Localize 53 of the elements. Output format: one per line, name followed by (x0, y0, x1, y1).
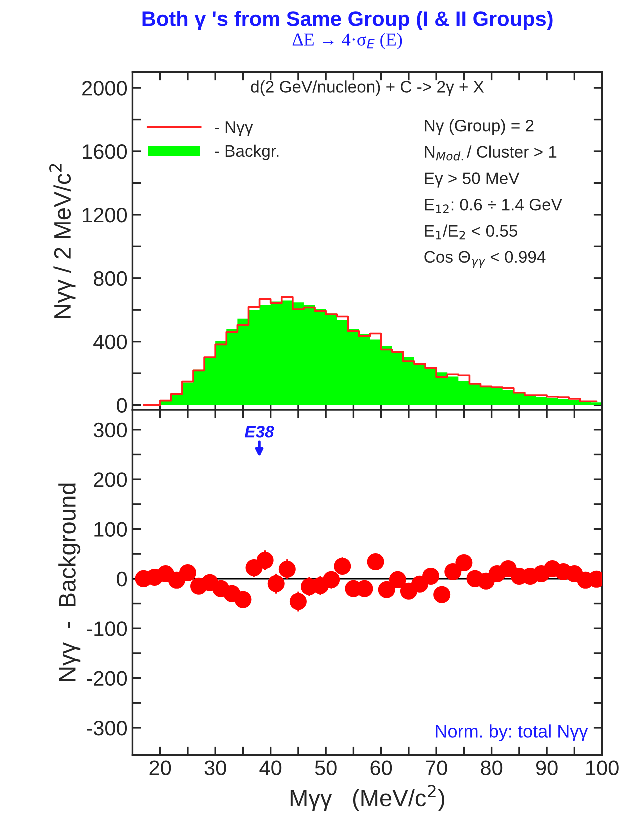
y-tick-label: -100 (87, 622, 128, 636)
x-axis-title: Mγγ (MeV/c$^{2}$) (290, 785, 445, 812)
y-tick-label: 400 (94, 334, 128, 350)
annotation: E$_{1}$/E$_{2}$ < 0.55 (425, 224, 518, 240)
point (290, 593, 307, 610)
annotation: Nγ (Group) = 2 (425, 120, 534, 136)
y-tick-label: 0 (117, 572, 128, 587)
point (389, 571, 406, 588)
annotation: E38 (244, 426, 274, 438)
y-tick-label: 300 (94, 422, 128, 438)
annotation: Eγ > 50 MeV (425, 172, 520, 188)
x-tick-label: 100 (586, 760, 619, 776)
point (268, 575, 285, 592)
annotation: E$_{12}$: 0.6 ÷ 1.4 GeV (425, 198, 562, 214)
point (334, 558, 352, 576)
point (378, 581, 396, 598)
y-tick-label: 200 (94, 472, 128, 488)
annotation: d(2 GeV/nucleon) + C -> 2γ + X (251, 80, 484, 96)
x-tick-label: 90 (536, 760, 558, 776)
point (323, 571, 340, 588)
point (434, 586, 451, 604)
point (234, 591, 252, 608)
annotation: Norm. by: total Nγγ (436, 724, 588, 742)
point (444, 563, 462, 580)
y-tick-label: 2000 (82, 81, 128, 96)
x-tick-label: 30 (204, 760, 226, 776)
legend-label: - Backgr. (215, 144, 279, 160)
y-tick-label: 1200 (83, 208, 128, 223)
chart-title: Both γ 's from Same Group (I & II Groups) (142, 11, 553, 30)
x-tick-label: 50 (315, 760, 337, 776)
chart-subtitle: ΔE → 4·σ$_{E}$ (E) (292, 33, 402, 50)
x-tick-label: 20 (150, 760, 172, 776)
y-tick-label: 800 (94, 271, 128, 286)
x-tick-label: 60 (370, 760, 392, 776)
y-tick-label: -300 (87, 720, 128, 736)
x-tick-label: 40 (260, 760, 282, 776)
point (278, 560, 296, 578)
x-tick-label: 80 (481, 760, 503, 776)
y-tick-label: 1600 (83, 144, 128, 160)
point (456, 554, 473, 572)
x-tick-label: 70 (426, 760, 448, 776)
annotation: N$_{Mod.}$/ Cluster > 1 (425, 146, 557, 161)
point (367, 554, 384, 571)
y-tick-label: 100 (94, 522, 128, 538)
legend-label: - Nγγ (215, 122, 254, 137)
point (422, 568, 440, 585)
annotation: Cos Θ$_{γγ}$ < 0.994 (424, 251, 546, 268)
y-axis-title: Nγγ - Background (58, 484, 81, 682)
y-tick-label: 0 (117, 398, 128, 414)
y-axis-title: Nγγ / 2 MeV/c$^{2}$ (50, 164, 76, 318)
point (179, 564, 196, 582)
point (256, 552, 274, 570)
y-tick-label: -200 (87, 671, 128, 686)
